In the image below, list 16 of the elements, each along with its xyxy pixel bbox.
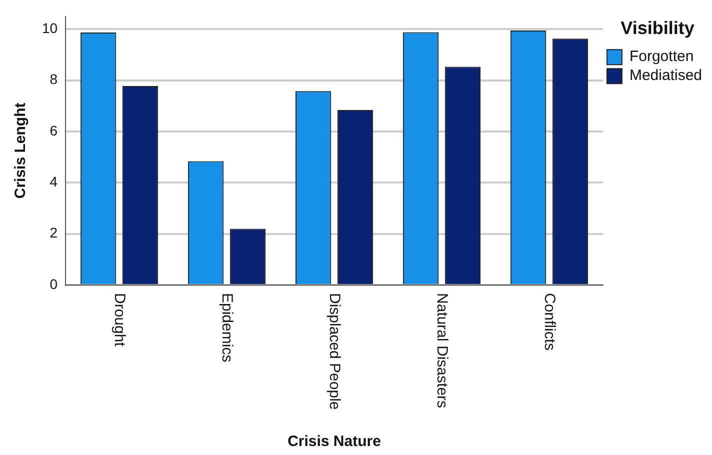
y-tick-label: 0	[50, 276, 58, 292]
x-tick-label: Conflicts	[541, 293, 558, 351]
y-axis-title: Crisis Lenght	[12, 102, 30, 199]
legend-label: Forgotten	[629, 48, 694, 66]
x-tick-label: Drought	[111, 293, 128, 348]
y-tick-label: 6	[50, 122, 58, 138]
x-tick-label: Displaced People	[326, 293, 344, 410]
legend-label: Mediatised	[629, 67, 702, 84]
x-tick-label: Natural Disasters	[434, 293, 451, 408]
x-tick-label: Epidemics	[218, 293, 236, 362]
legend-title: Visibility	[620, 18, 694, 38]
y-tick-label: 10	[42, 20, 58, 36]
y-tick-label: 4	[50, 174, 58, 190]
x-axis-title: Crisis Nature	[288, 433, 381, 450]
y-tick-label: 2	[50, 224, 58, 241]
y-tick-label: 8	[50, 71, 58, 88]
